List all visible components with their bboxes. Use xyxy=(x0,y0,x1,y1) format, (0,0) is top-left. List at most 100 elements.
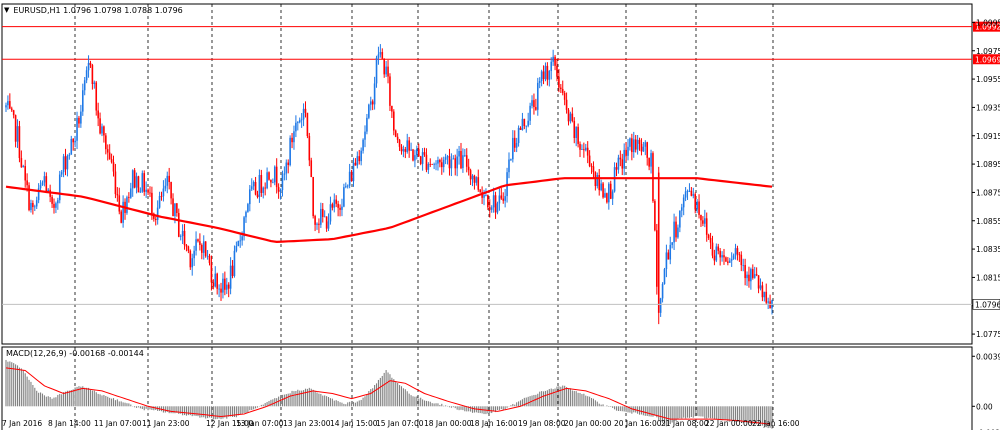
candle-body xyxy=(753,274,756,278)
candle-body xyxy=(287,162,290,165)
candle-body xyxy=(500,195,503,199)
candle-body xyxy=(473,175,476,183)
candle-body xyxy=(398,139,401,147)
candle-body xyxy=(558,76,560,88)
candle-body xyxy=(316,223,318,225)
candle-body xyxy=(249,189,251,205)
candle-body xyxy=(87,62,90,71)
triangle-down-icon[interactable]: ▼ xyxy=(4,6,10,14)
candle-body xyxy=(485,195,487,196)
time-axis[interactable]: 7 Jan 2016 8 Jan 14:00 11 Jan 07:00 11 Jan … xyxy=(2,419,800,430)
price-axis[interactable]: 1.0995 1.0975 1.0955 1.0935 1.0915 1.0895 1.08… xyxy=(972,18,1000,339)
candle-body xyxy=(734,248,737,256)
candle-body xyxy=(727,261,729,263)
horizontal-levels[interactable]: 1.0992 1.0969 xyxy=(2,21,1000,65)
candle-body xyxy=(467,166,470,171)
candle-body xyxy=(337,203,339,208)
macd-pane-border xyxy=(1,346,973,430)
candle-body xyxy=(268,172,270,180)
candle-body xyxy=(16,126,19,142)
candle-body xyxy=(638,139,641,144)
candle-body xyxy=(529,105,531,121)
candle-body xyxy=(627,146,629,156)
candle-body xyxy=(565,99,568,110)
candle-body xyxy=(531,100,533,106)
candle-body xyxy=(201,244,203,253)
candle-body xyxy=(62,156,65,173)
candle-body xyxy=(700,214,702,221)
candle-body xyxy=(68,154,71,156)
candle-body xyxy=(275,166,278,188)
candle-body xyxy=(498,195,501,204)
candle-body xyxy=(765,291,768,303)
candle-body xyxy=(429,163,432,165)
candle-body xyxy=(523,118,526,127)
candle-body xyxy=(256,194,259,198)
candle-body xyxy=(76,117,78,141)
level-price-tag xyxy=(973,21,1000,32)
candle-body xyxy=(156,207,159,221)
candle-body xyxy=(112,162,115,172)
candle-body xyxy=(561,89,564,93)
candle-body xyxy=(665,252,668,270)
candle-body xyxy=(41,182,44,186)
candle-body xyxy=(239,240,242,242)
candle-body xyxy=(719,250,721,258)
candle-body xyxy=(460,151,462,169)
time-tick-label: 20 Jan 00:00 xyxy=(564,419,612,428)
candle-body xyxy=(91,65,94,84)
candle-body xyxy=(128,197,130,199)
price-tick-label: 1.0895 xyxy=(976,160,1000,169)
candle-body xyxy=(53,203,55,208)
candle-body xyxy=(625,149,627,156)
candle-body xyxy=(746,274,748,279)
candle-body xyxy=(675,221,677,238)
candle-body xyxy=(679,210,681,228)
candle-body xyxy=(439,160,441,163)
candle-body xyxy=(318,223,320,225)
candle-body xyxy=(548,70,551,80)
candle-body xyxy=(427,163,430,170)
candle-body xyxy=(260,174,263,193)
candle-body xyxy=(444,157,447,160)
candle-body xyxy=(373,83,376,105)
candle-body xyxy=(644,142,647,147)
candle-body xyxy=(556,65,558,77)
candle-body xyxy=(43,176,46,183)
candle-body xyxy=(60,172,63,175)
candle-body xyxy=(160,196,163,197)
level-price-text: 1.0992 xyxy=(975,23,1000,32)
candle-body xyxy=(101,126,103,134)
candle-body xyxy=(375,57,378,84)
candle-body xyxy=(320,208,322,225)
candle-body xyxy=(669,244,672,260)
candle-body xyxy=(654,201,656,231)
time-tick-label: 11 Jan 07:00 xyxy=(94,419,142,428)
candle-body xyxy=(172,198,174,217)
chart-borders xyxy=(1,3,973,430)
candle-body xyxy=(187,246,190,251)
level-price-text: 1.0969 xyxy=(975,55,1000,64)
time-tick-label: 13 Jan 07:00 xyxy=(236,419,284,428)
time-tick-label: 11 Jan 23:00 xyxy=(142,419,190,428)
candle-body xyxy=(696,201,698,210)
candle-body xyxy=(631,138,633,153)
moving-average-line xyxy=(5,177,773,244)
candle-body xyxy=(586,147,589,156)
candle-body xyxy=(396,136,399,140)
candle-body xyxy=(510,159,512,161)
candle-body xyxy=(229,265,232,289)
candle-body xyxy=(709,238,712,243)
candle-body xyxy=(254,182,257,195)
candle-body xyxy=(750,269,752,282)
candle-body xyxy=(366,117,368,132)
candle-body xyxy=(425,154,428,170)
candle-body xyxy=(592,166,595,173)
candle-body xyxy=(757,275,760,289)
candle-body xyxy=(168,175,170,183)
time-tick-label: 18 Jan 16:00 xyxy=(470,419,518,428)
candle-body xyxy=(725,257,727,262)
candle-body xyxy=(738,254,741,256)
candle-body xyxy=(761,285,764,298)
